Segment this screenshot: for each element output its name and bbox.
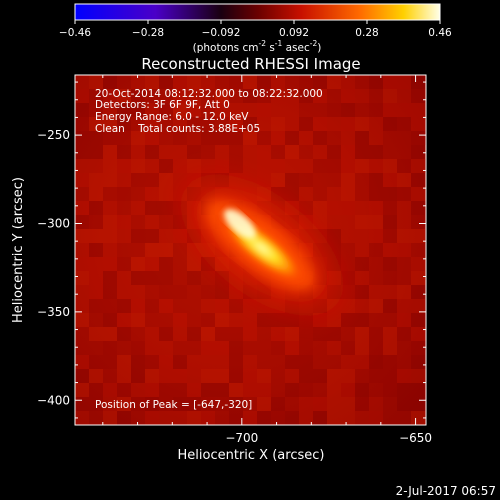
colorbar-tick-label: −0.28 (132, 27, 164, 39)
colorbar (74, 3, 441, 21)
footer-date: 2-Jul-2017 06:57 (396, 484, 496, 498)
colorbar-tick-label: 0.28 (355, 27, 378, 39)
x-tick-label: −700 (225, 431, 258, 445)
heatmap-image (75, 75, 426, 425)
colorbar-units: (photons cm-2 s-1 asec-2) (193, 39, 322, 54)
colorbar-ticks: −0.46 −0.28 −0.092 0.092 0.28 0.46 (59, 20, 452, 39)
colorbar-tick-label: 0.46 (428, 27, 452, 39)
plot-frame (74, 74, 427, 426)
y-tick-label: −400 (37, 393, 70, 407)
info-counts: Clean Total counts: 3.88E+05 (95, 123, 260, 135)
x-tick-label: −650 (399, 431, 432, 445)
colorbar-tick-label: 0.092 (279, 27, 309, 39)
y-tick-label: −250 (37, 128, 70, 142)
y-tick-label: −300 (37, 216, 70, 230)
info-energy-range: Energy Range: 6.0 - 12.0 keV (95, 111, 249, 123)
colorbar-tick-label: −0.46 (59, 27, 91, 39)
y-axis-label: Heliocentric Y (arcsec) (11, 177, 26, 323)
peak-position-label: Position of Peak = [-647,-320] (95, 399, 252, 411)
info-block: 20-Oct-2014 08:12:32.000 to 08:22:32.000… (95, 88, 323, 135)
info-detectors: Detectors: 3F 6F 9F, Att 0 (95, 99, 230, 111)
chart-title: Reconstructed RHESSI Image (141, 55, 360, 73)
x-axis: −700−650−600 (102, 75, 432, 445)
y-axis: −250 −300 −350 −400 (37, 81, 426, 419)
x-axis-label: Heliocentric X (arcsec) (178, 448, 325, 463)
y-tick-label: −350 (37, 305, 70, 319)
info-time-range: 20-Oct-2014 08:12:32.000 to 08:22:32.000 (95, 88, 323, 100)
colorbar-tick-label: −0.092 (202, 27, 241, 39)
